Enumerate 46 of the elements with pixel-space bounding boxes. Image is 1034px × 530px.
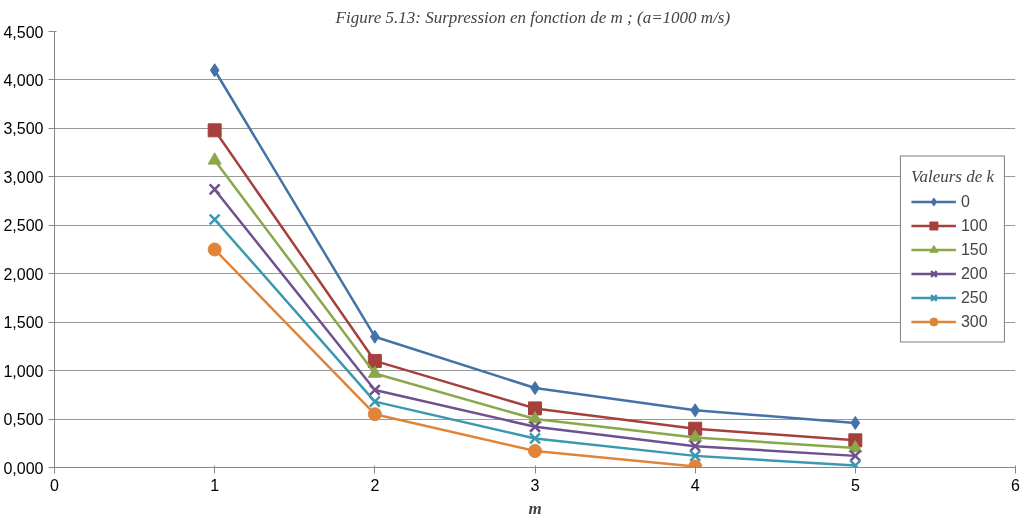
legend-label: 150 (960, 240, 988, 259)
y-tick-label: 4,000 (3, 71, 44, 89)
point (688, 439, 702, 453)
point (688, 429, 703, 442)
point (207, 242, 222, 257)
point (850, 415, 861, 430)
point (368, 395, 382, 408)
point (368, 383, 382, 397)
x-tick-label: 5 (850, 476, 860, 494)
point (849, 449, 862, 463)
x-tick-label: 2 (370, 476, 380, 494)
point (528, 401, 542, 416)
point (207, 152, 222, 165)
point (367, 353, 382, 368)
point (528, 432, 542, 445)
legend-label: 100 (960, 216, 988, 235)
legend-label: 0 (960, 192, 971, 211)
x-tick-label: 6 (1011, 476, 1021, 494)
legend-label: 200 (960, 264, 988, 283)
x-tick-label: 3 (530, 476, 540, 494)
y-tick-label: 2,000 (3, 265, 44, 283)
x-tick-label: 1 (210, 476, 220, 494)
x-tick-label: 4 (690, 476, 700, 494)
point (528, 420, 542, 434)
point (688, 449, 702, 463)
point (207, 123, 222, 138)
y-tick-label: 0,000 (3, 459, 44, 477)
point (208, 183, 221, 196)
x-axis-title: m (528, 498, 542, 518)
point (208, 213, 221, 226)
y-tick-label: 1,000 (3, 362, 44, 380)
point (367, 407, 382, 422)
legend-label: 300 (960, 312, 988, 331)
point (528, 444, 542, 459)
x-tick-label: 0 (50, 476, 60, 494)
point (209, 63, 220, 78)
y-tick-label: 4,500 (3, 23, 44, 41)
y-tick-label: 1,500 (3, 314, 44, 332)
y-tick-label: 0,500 (3, 411, 44, 429)
y-tick-label: 2,500 (3, 217, 44, 235)
y-tick-label: 3,500 (3, 120, 44, 138)
chart-title: Figure 5.13: Surpression en fonction de m ; (a=1000 m/s) (334, 7, 731, 27)
legend-label: 250 (960, 288, 988, 307)
legend-title: Valeurs de k (910, 166, 994, 187)
y-tick-label: 3,000 (3, 168, 44, 186)
point (367, 365, 382, 378)
